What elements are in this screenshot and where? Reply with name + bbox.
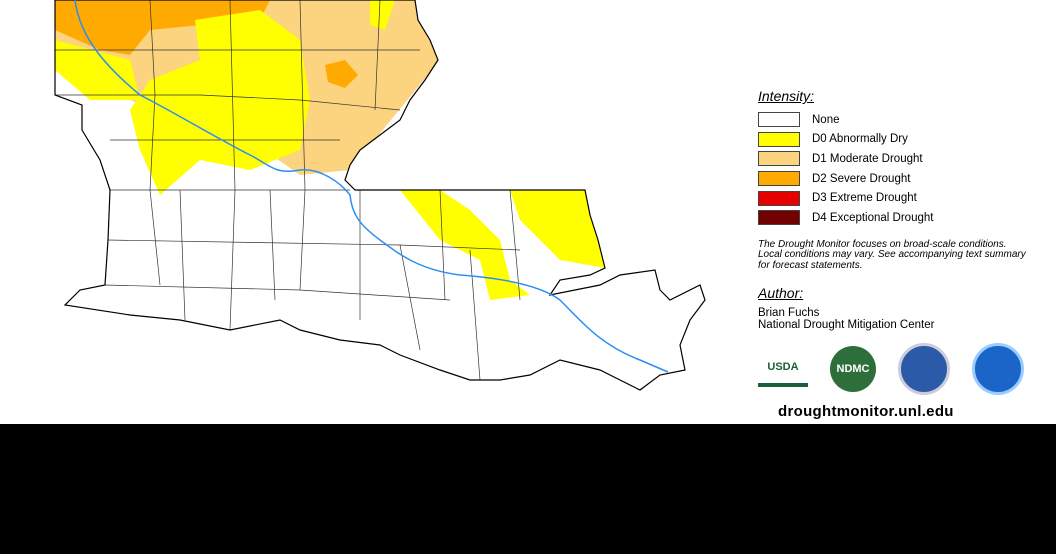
legend-swatch [758, 151, 800, 167]
author-org: National Drought Mitigation Center [758, 319, 935, 332]
usda-logo: USDA [758, 351, 808, 388]
legend-label: D1 Moderate Drought [812, 152, 923, 165]
author-title: Author: [758, 285, 804, 302]
legend-swatch [758, 210, 800, 226]
river [74, 0, 669, 373]
legend-label: D3 Extreme Drought [812, 192, 917, 205]
legend-item: D2 Severe Drought [758, 169, 1048, 189]
doc-logo [898, 343, 950, 396]
legend-swatch [758, 131, 800, 147]
ndmc-logo: NDMC [830, 346, 876, 393]
legend-label: None [812, 113, 840, 126]
legend-item: None [758, 110, 1048, 130]
legend-item: D4 Exceptional Drought [758, 208, 1048, 228]
legend-item: D3 Extreme Drought [758, 188, 1048, 208]
louisiana-map [54, 0, 706, 391]
noaa-logo [972, 343, 1024, 396]
drought-areas [55, 0, 605, 381]
author-name: Brian Fuchs [758, 307, 820, 320]
legend-title: Intensity: [758, 88, 815, 104]
legend-label: D0 Abnormally Dry [812, 133, 908, 146]
legend-item: D0 Abnormally Dry [758, 130, 1048, 150]
website: droughtmonitor.unl.edu [778, 403, 954, 421]
legend-swatch [758, 190, 800, 206]
legend-item: D1 Moderate Drought [758, 149, 1048, 169]
legend-items: None D0 Abnormally Dry D1 Moderate Drought… [758, 110, 1048, 228]
map-panel: Intensity: None D0 Abnormally Dry D1 Moder… [0, 0, 1056, 424]
legend-swatch [758, 112, 800, 128]
legend-swatch [758, 171, 800, 187]
logos: USDA NDMC [758, 343, 1048, 396]
note: The Drought Monitor focuses on broad-sca… [758, 238, 1026, 271]
legend-label: D2 Severe Drought [812, 172, 911, 185]
legend: Intensity: None D0 Abnormally Dry D1 Moder… [758, 88, 1048, 420]
legend-label: D4 Exceptional Drought [812, 211, 934, 224]
